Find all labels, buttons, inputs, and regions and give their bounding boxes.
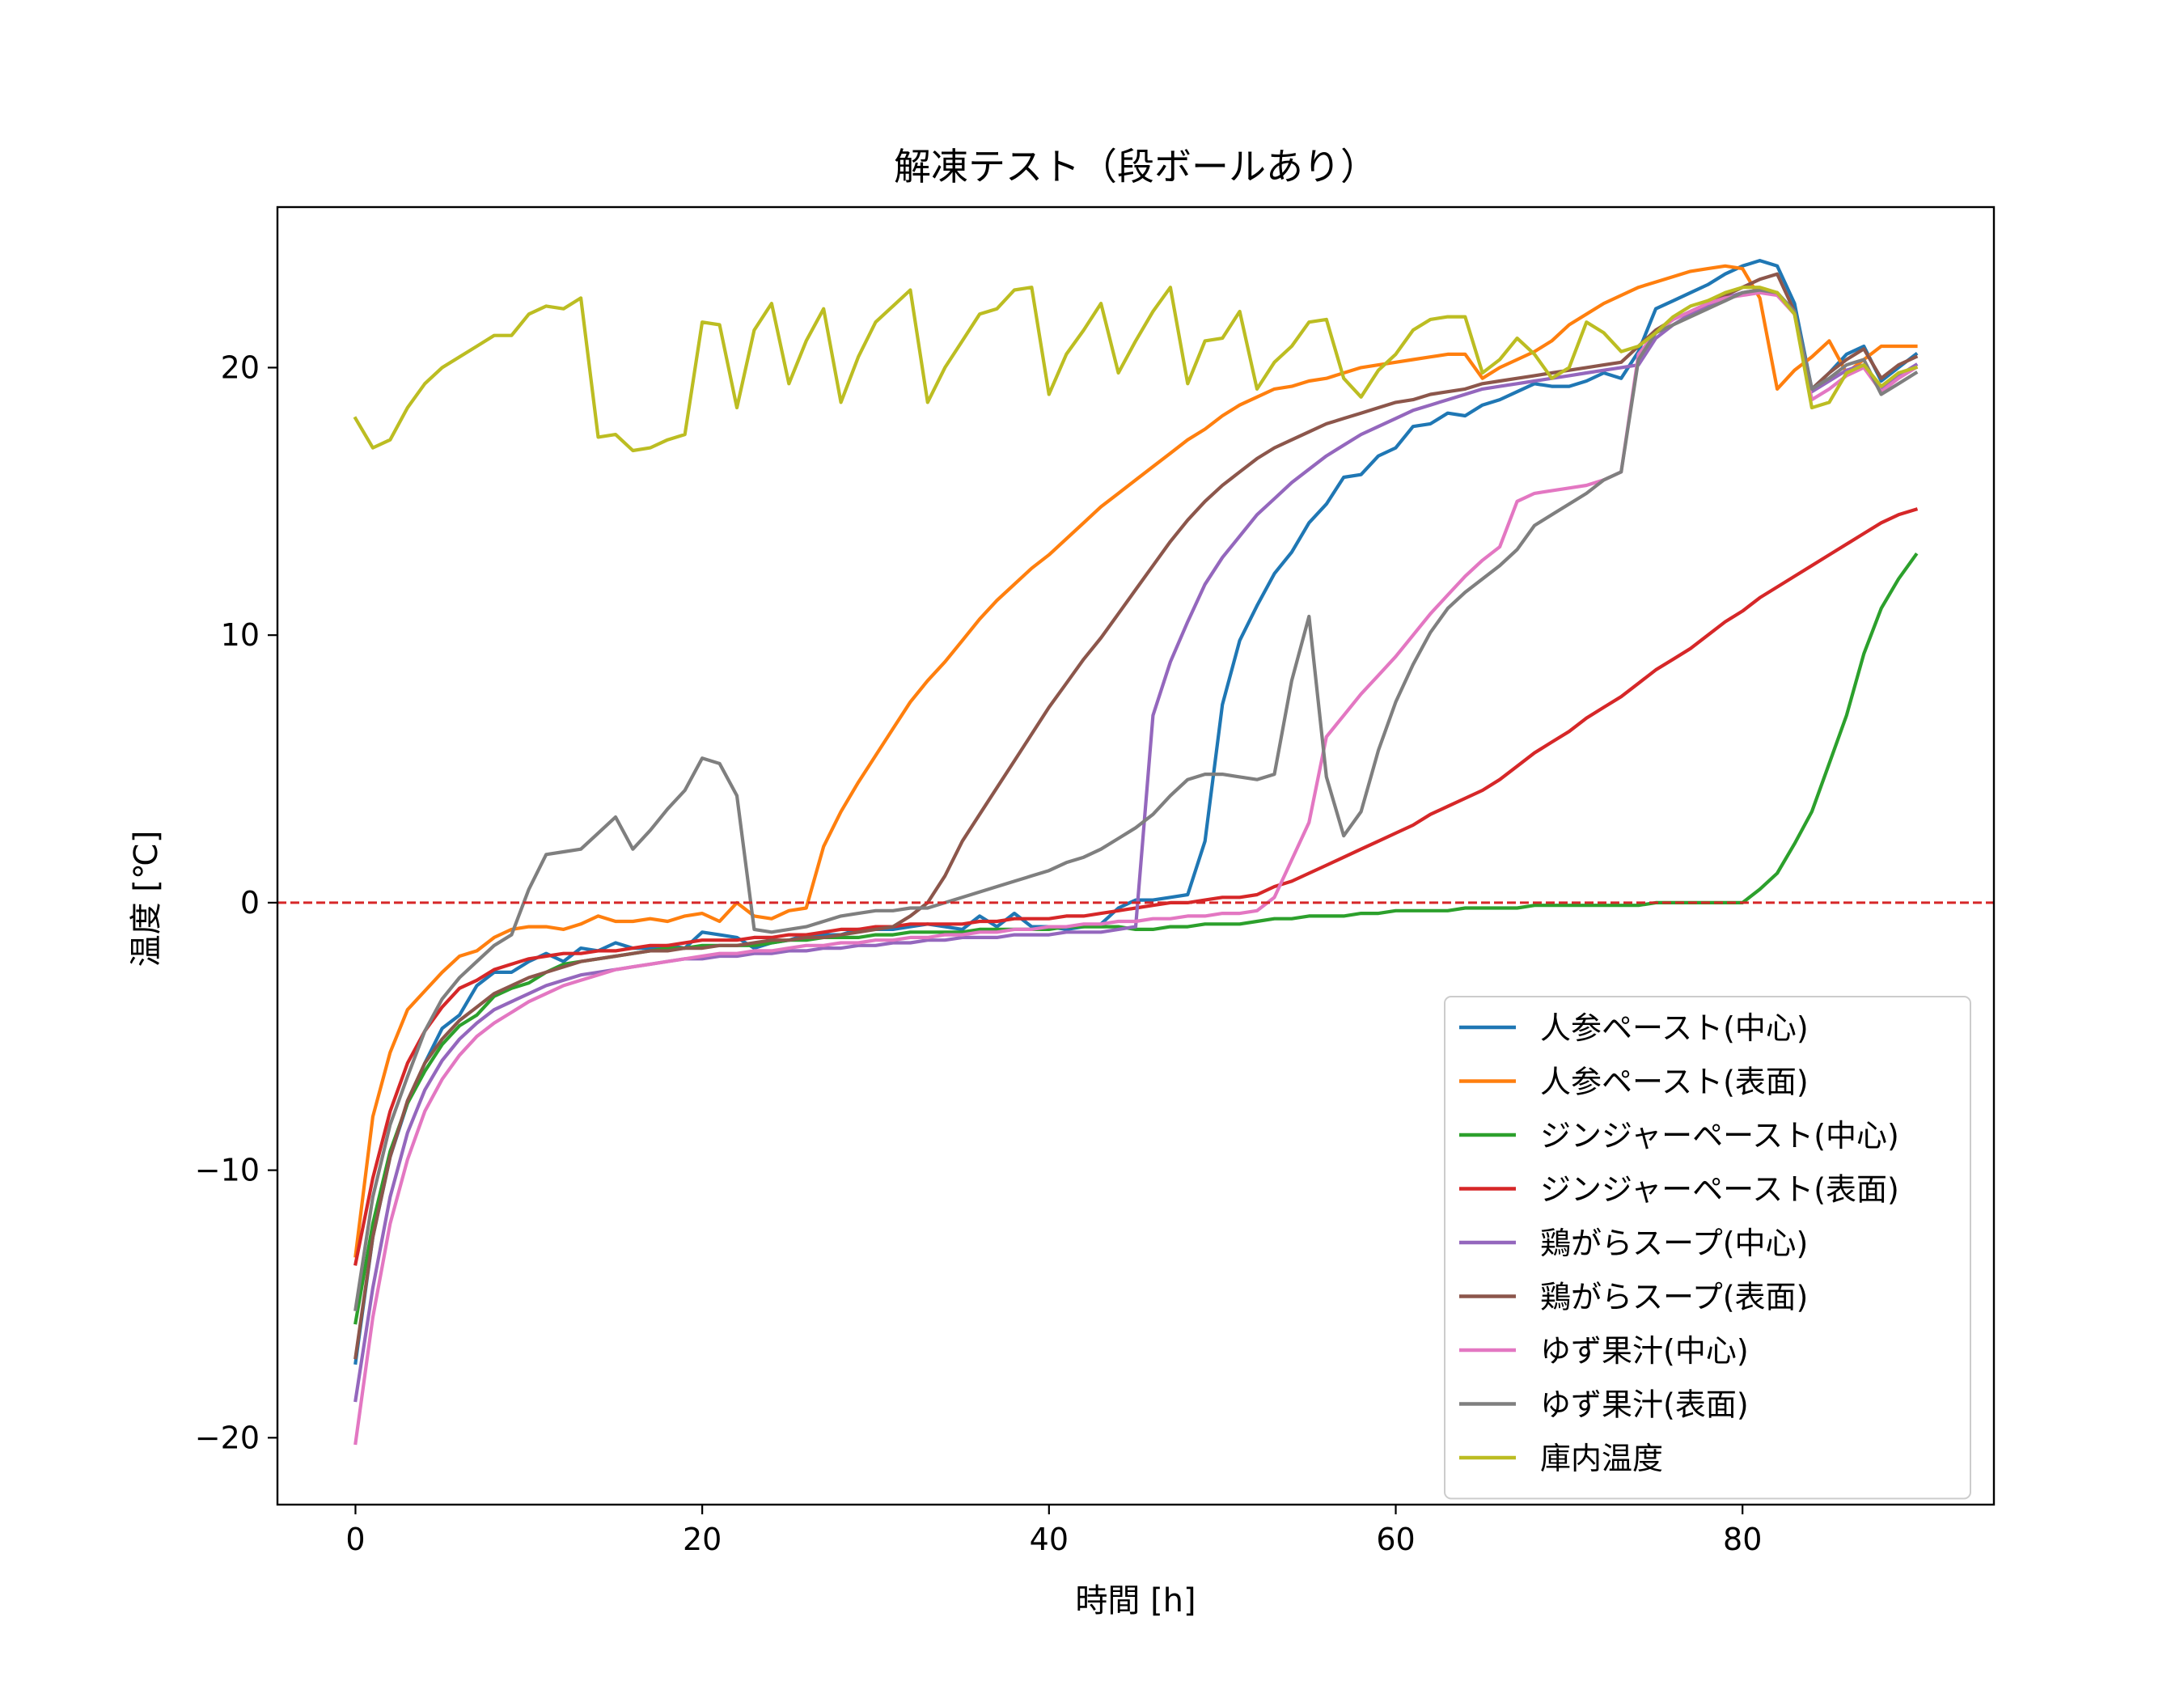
x-tick-label: 40 — [1030, 1522, 1069, 1557]
x-axis-label: 時間 [h] — [1075, 1582, 1196, 1619]
legend-label-6: 鶏がらスープ(表面) — [1540, 1280, 1808, 1315]
legend-label-1: 人参ペースト(中心) — [1540, 1010, 1809, 1046]
x-tick-label: 60 — [1376, 1522, 1415, 1557]
x-tick-label: 0 — [345, 1522, 365, 1557]
plot-data-layer — [277, 259, 1994, 1446]
legend-label-3: ジンジャーペースト(中心) — [1540, 1118, 1899, 1154]
series-line-1 — [353, 259, 1919, 1365]
legend-label-5: 鶏がらスープ(中心) — [1540, 1226, 1808, 1261]
series-line-2 — [353, 264, 1918, 1258]
x-tick-label: 20 — [683, 1522, 722, 1557]
plot-series-group — [277, 259, 1994, 1446]
plot-frame — [276, 205, 1996, 1506]
legend-label-9: 庫内温度 — [1540, 1441, 1663, 1476]
legend-box — [1444, 996, 1971, 1500]
legend-label-8: ゆず果汁(表面) — [1540, 1387, 1749, 1423]
y-axis-label: 温度 [℃] — [128, 831, 165, 967]
y-tick-label: 0 — [240, 885, 260, 921]
y-tick-label: −20 — [195, 1420, 260, 1455]
legend-label-4: ジンジャーペースト(表面) — [1540, 1172, 1899, 1208]
x-tick-label: 80 — [1723, 1522, 1762, 1557]
legend: 人参ペースト(中心) 人参ペースト(表面) ジンジャーペースト(中心) ジンジャーペー… — [1444, 996, 1971, 1500]
chart-title: 解凍テスト（段ボールあり） — [894, 145, 1378, 188]
y-tick-label: 20 — [221, 349, 260, 385]
series-line-6 — [353, 272, 1919, 1360]
axes-layer: 0 20 40 60 80 −20 −10 0 10 20 — [195, 205, 1996, 1557]
y-tick-label: 10 — [221, 617, 260, 653]
legend-label-7: ゆず果汁(中心) — [1540, 1333, 1749, 1369]
series-line-9 — [353, 286, 1919, 453]
y-tick-label: −10 — [195, 1153, 260, 1188]
legend-label-2: 人参ペースト(表面) — [1540, 1065, 1809, 1100]
